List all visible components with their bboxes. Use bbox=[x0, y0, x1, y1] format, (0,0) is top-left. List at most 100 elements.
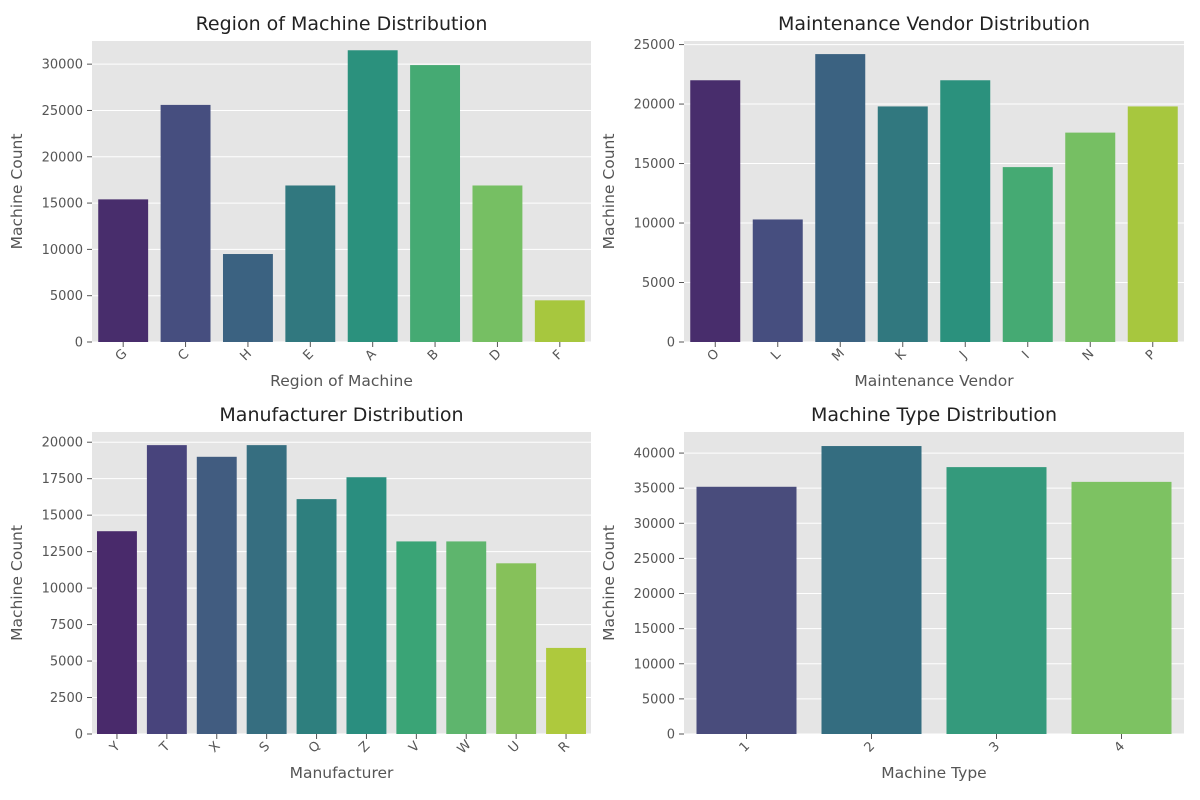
manufacturer-bar-v bbox=[396, 541, 437, 734]
machine-type-bar-3 bbox=[946, 467, 1047, 734]
manufacturer-x-tick-label: W bbox=[455, 737, 475, 757]
vendor-bar-p bbox=[1127, 106, 1178, 342]
manufacturer-y-tick-label: 5000 bbox=[50, 655, 83, 670]
vendor-y-axis-label: Machine Count bbox=[600, 134, 618, 250]
vendor-x-tick-label: N bbox=[1080, 347, 1097, 364]
region-bar-e bbox=[285, 185, 336, 342]
region-x-tick-label: H bbox=[238, 347, 256, 365]
manufacturer-x-tick-label: Y bbox=[106, 739, 123, 756]
manufacturer-bar-y bbox=[96, 531, 137, 734]
manufacturer-x-tick-label: T bbox=[156, 739, 173, 756]
machine-type-bar-1 bbox=[696, 486, 797, 734]
manufacturer-x-axis-label: Manufacturer bbox=[290, 764, 394, 782]
machine-type-x-tick-label: 2 bbox=[862, 739, 878, 755]
manufacturer-y-tick-label: 0 bbox=[75, 728, 83, 743]
region-bar-a bbox=[347, 50, 398, 343]
manufacturer-chart: 0 2500 5000 7500 10000 12500 15000 17500 20000 Y T… bbox=[8, 404, 591, 782]
region-x-tick-label: C bbox=[175, 347, 192, 364]
machine-type-x-tick-label: 4 bbox=[1112, 739, 1128, 755]
region-y-tick-label: 30000 bbox=[42, 58, 83, 73]
vendor-title: Maintenance Vendor Distribution bbox=[778, 13, 1090, 35]
region-x-axis-label: Region of Machine bbox=[270, 372, 413, 390]
machine-type-x-tick-label: 3 bbox=[987, 739, 1003, 755]
vendor-bar-n bbox=[1065, 132, 1116, 342]
manufacturer-x-tick-label: R bbox=[556, 739, 573, 756]
manufacturer-bar-u bbox=[496, 563, 537, 734]
region-y-tick-label: 0 bbox=[75, 336, 83, 351]
region-x-tick-label: F bbox=[550, 347, 566, 363]
machine-type-x-tick-label: 1 bbox=[737, 739, 753, 755]
vendor-bar-j bbox=[940, 80, 991, 343]
region-x-tick-label: B bbox=[425, 347, 442, 364]
vendor-x-tick-label: O bbox=[705, 346, 723, 364]
vendor-y-tick-label: 5000 bbox=[642, 276, 675, 291]
manufacturer-y-tick-label: 2500 bbox=[50, 691, 83, 706]
region-bar-f bbox=[534, 300, 585, 342]
machine-type-y-tick-label: 5000 bbox=[642, 692, 675, 707]
region-bar-h bbox=[222, 254, 273, 342]
vendor-x-tick-label: K bbox=[893, 347, 910, 364]
vendor-x-tick-label: P bbox=[1143, 347, 1159, 363]
vendor-y-tick-label: 25000 bbox=[634, 38, 675, 53]
manufacturer-y-tick-label: 15000 bbox=[42, 509, 83, 524]
region-x-tick-label: E bbox=[300, 347, 316, 363]
machine-type-title: Machine Type Distribution bbox=[811, 404, 1057, 426]
manufacturer-y-tick-label: 20000 bbox=[42, 436, 83, 451]
vendor-chart: 0 5000 10000 15000 20000 25000 O L M K J I N P Mainten… bbox=[600, 13, 1184, 390]
region-bar-d bbox=[472, 185, 523, 342]
region-bar-g bbox=[98, 199, 149, 342]
machine-type-chart: 0 5000 10000 15000 20000 25000 30000 35000 40000… bbox=[600, 404, 1184, 782]
machine-type-y-axis-label: Machine Count bbox=[600, 525, 618, 641]
machine-type-y-tick-label: 10000 bbox=[634, 657, 675, 672]
region-y-tick-label: 15000 bbox=[42, 197, 83, 212]
machine-type-y-tick-label: 15000 bbox=[634, 622, 675, 637]
manufacturer-x-tick-label: Q bbox=[306, 738, 324, 756]
vendor-bar-m bbox=[815, 54, 866, 343]
manufacturer-bar-z bbox=[346, 477, 387, 734]
manufacturer-bar-r bbox=[546, 647, 587, 734]
manufacturer-y-tick-label: 12500 bbox=[42, 545, 83, 560]
vendor-bar-l bbox=[752, 219, 803, 342]
machine-type-y-tick-label: 25000 bbox=[634, 552, 675, 567]
machine-type-y-tick-label: 35000 bbox=[634, 482, 675, 497]
manufacturer-title: Manufacturer Distribution bbox=[219, 404, 463, 426]
machine-type-y-tick-label: 30000 bbox=[634, 517, 675, 532]
region-y-tick-label: 5000 bbox=[50, 289, 83, 304]
vendor-y-tick-label: 20000 bbox=[634, 98, 675, 113]
region-y-tick-label: 25000 bbox=[42, 104, 83, 119]
vendor-bar-i bbox=[1002, 167, 1053, 342]
manufacturer-y-tick-label: 17500 bbox=[42, 472, 83, 487]
region-chart: 0 5000 10000 15000 20000 25000 30000 G C H E A B D F Re… bbox=[8, 13, 591, 390]
vendor-y-tick-label: 0 bbox=[667, 336, 675, 351]
manufacturer-bar-s bbox=[246, 445, 287, 734]
manufacturer-x-tick-label: Z bbox=[356, 739, 373, 756]
vendor-x-tick-label: I bbox=[1019, 349, 1032, 362]
vendor-x-axis-label: Maintenance Vendor bbox=[854, 372, 1014, 390]
vendor-x-tick-label: L bbox=[768, 347, 784, 363]
region-x-tick-label: D bbox=[487, 347, 505, 365]
manufacturer-y-tick-label: 7500 bbox=[50, 618, 83, 633]
manufacturer-y-axis-label: Machine Count bbox=[8, 525, 26, 641]
manufacturer-bar-q bbox=[296, 499, 337, 734]
manufacturer-bar-x bbox=[196, 456, 237, 734]
region-x-tick-label: A bbox=[363, 347, 380, 364]
vendor-y-tick-label: 15000 bbox=[634, 157, 675, 172]
machine-type-bar-2 bbox=[821, 446, 922, 734]
region-x-tick-label: G bbox=[113, 346, 131, 364]
machine-type-y-tick-label: 20000 bbox=[634, 587, 675, 602]
machine-type-y-tick-label: 0 bbox=[667, 728, 675, 743]
region-y-axis-label: Machine Count bbox=[8, 134, 26, 250]
vendor-x-tick-label: J bbox=[956, 349, 970, 363]
machine-type-x-axis-label: Machine Type bbox=[881, 764, 986, 782]
manufacturer-x-tick-label: V bbox=[406, 739, 423, 756]
region-bar-b bbox=[410, 65, 461, 342]
machine-type-y-tick-label: 40000 bbox=[634, 447, 675, 462]
region-y-tick-label: 20000 bbox=[42, 150, 83, 165]
vendor-bar-k bbox=[877, 106, 928, 342]
region-y-tick-label: 10000 bbox=[42, 243, 83, 258]
region-title: Region of Machine Distribution bbox=[196, 13, 488, 35]
manufacturer-x-tick-label: U bbox=[506, 739, 523, 756]
vendor-y-tick-label: 10000 bbox=[634, 217, 675, 232]
manufacturer-bar-t bbox=[146, 445, 187, 734]
